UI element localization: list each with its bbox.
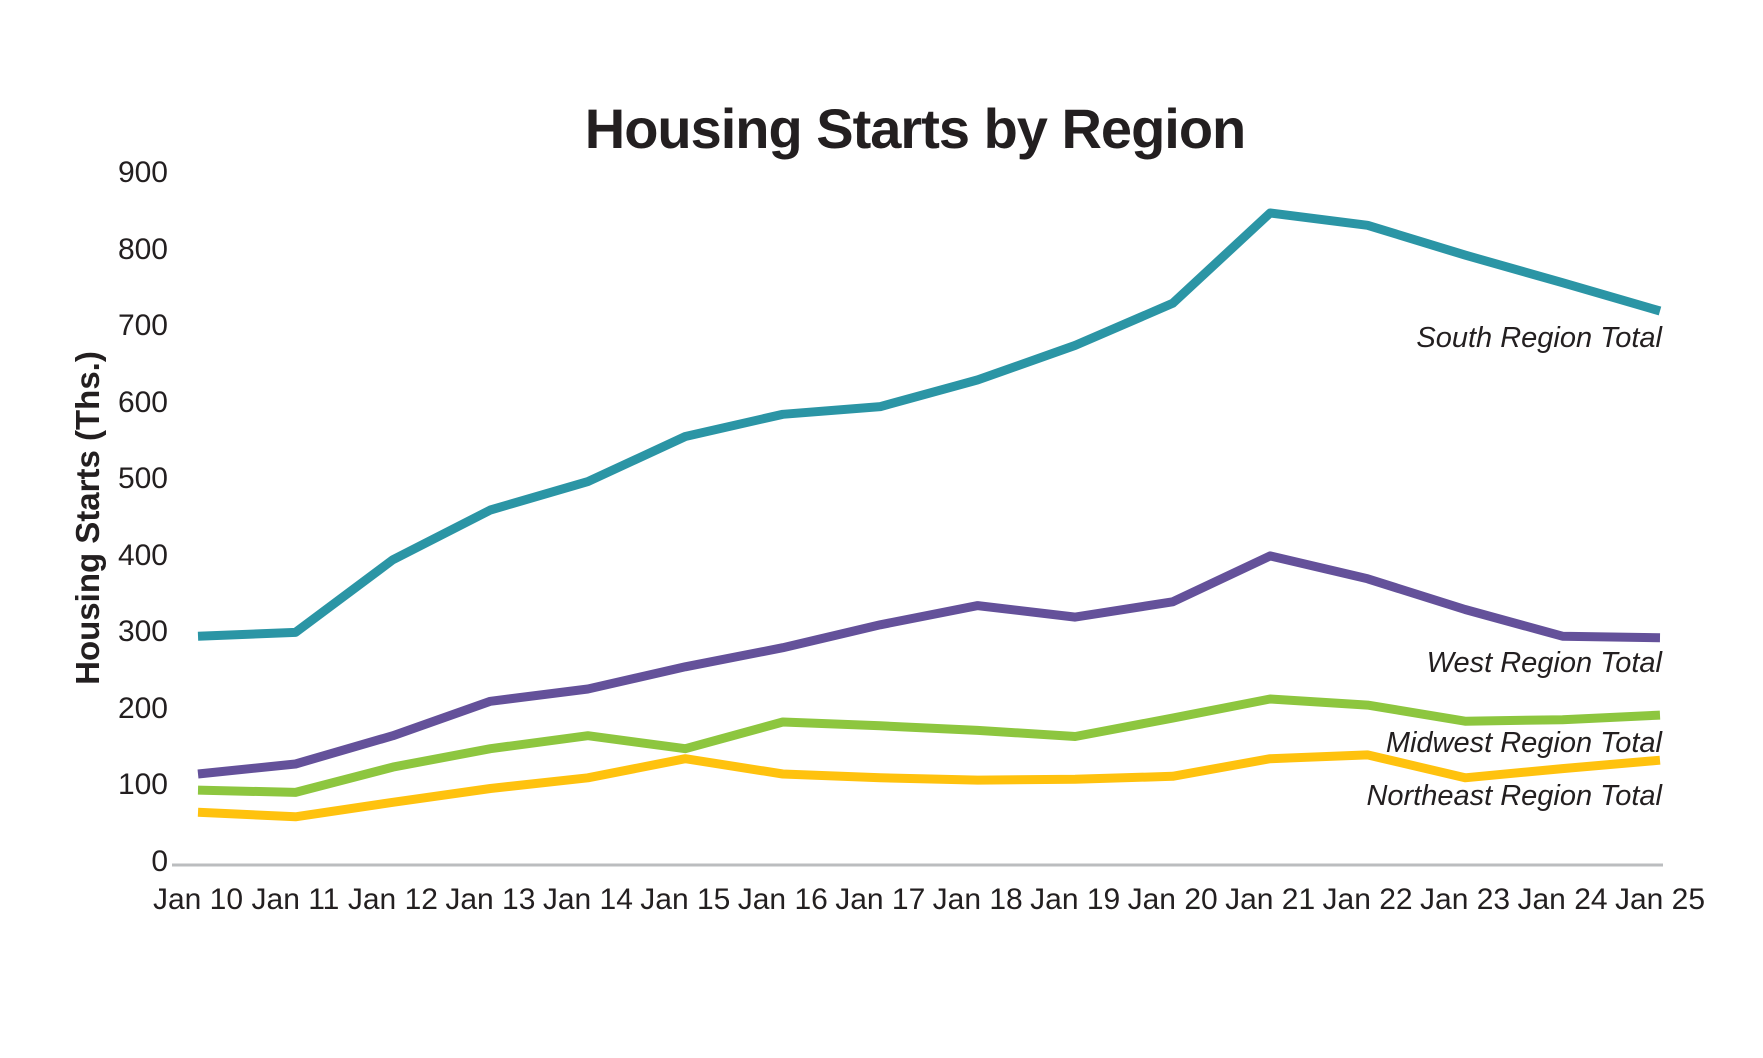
y-tick-label: 400 <box>117 538 168 572</box>
series-line-northeast-region-total <box>197 750 1661 822</box>
x-tick-label: Jan 14 <box>542 883 633 916</box>
y-tick-label: 800 <box>117 232 168 266</box>
series-label-south-region-total: South Region Total <box>1416 321 1662 354</box>
x-tick-label: Jan 16 <box>737 883 828 916</box>
x-tick-label: Jan 13 <box>445 883 536 916</box>
series-line-midwest-region-total <box>197 694 1661 797</box>
x-tick-label: Jan 25 <box>1614 883 1706 916</box>
x-tick-label: Jan 17 <box>835 883 926 916</box>
x-tick-label: Jan 19 <box>1030 883 1121 916</box>
x-tick-label: Jan 15 <box>640 883 731 916</box>
y-tick-label: 100 <box>117 768 168 802</box>
x-tick-label: Jan 24 <box>1517 883 1608 916</box>
y-tick-label: 0 <box>151 845 168 878</box>
series-label-midwest-region-total: Midwest Region Total <box>1385 727 1662 760</box>
series-line-south-region-total <box>197 208 1662 641</box>
y-tick-label: 500 <box>117 462 168 496</box>
y-tick-label: 300 <box>117 615 168 649</box>
x-tick-label: Jan 20 <box>1127 883 1218 916</box>
x-tick-label: Jan 12 <box>347 883 438 916</box>
y-tick-label: 700 <box>117 309 168 343</box>
x-tick-label: Jan 18 <box>932 883 1023 916</box>
x-tick-label: Jan 22 <box>1322 883 1413 916</box>
x-tick-label: Jan 23 <box>1420 883 1511 916</box>
series-line-west-region-total <box>197 551 1661 779</box>
x-tick-label: Jan 11 <box>251 883 340 916</box>
series-label-northeast-region-total: Northeast Region Total <box>1366 780 1662 813</box>
x-tick-label: Jan 21 <box>1225 883 1316 916</box>
chart-title: Housing Starts by Region <box>584 97 1247 160</box>
y-tick-label: 200 <box>117 691 168 725</box>
series-label-west-region-total: West Region Total <box>1426 646 1662 679</box>
y-tick-label: 900 <box>117 156 168 190</box>
x-tick-label: Jan 10 <box>152 883 244 916</box>
y-tick-label: 600 <box>117 385 168 419</box>
